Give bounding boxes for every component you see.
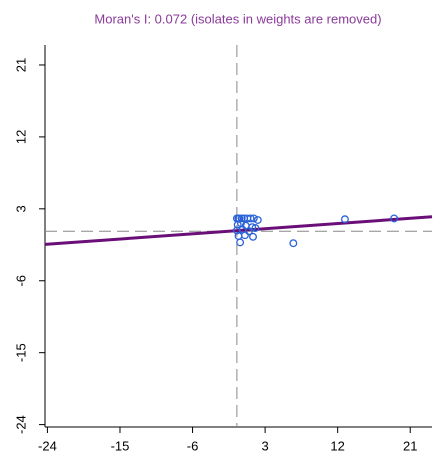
point bbox=[240, 231, 249, 240]
point bbox=[390, 214, 399, 223]
x-tick-label: 3 bbox=[261, 438, 268, 453]
x-tick-label: 12 bbox=[330, 438, 344, 453]
x-tick-label: -15 bbox=[111, 438, 130, 453]
y-tick-label: -6 bbox=[13, 275, 28, 287]
point bbox=[253, 216, 262, 224]
chart-title: Moran's I: 0.072 (isolates in weights ar… bbox=[94, 11, 381, 26]
point bbox=[340, 215, 349, 224]
point bbox=[249, 232, 257, 241]
point bbox=[289, 239, 298, 248]
point bbox=[236, 238, 245, 247]
point bbox=[249, 214, 258, 223]
point bbox=[245, 227, 253, 236]
y-tick-label: -15 bbox=[13, 343, 28, 362]
regression-line bbox=[44, 215, 433, 246]
y-tick-label: 3 bbox=[13, 205, 28, 212]
y-tick-label: -24 bbox=[13, 415, 28, 434]
y-tick-label: 21 bbox=[13, 58, 28, 72]
x-tick-label: 21 bbox=[403, 438, 417, 453]
point bbox=[237, 214, 246, 223]
point bbox=[246, 214, 255, 223]
x-tick-label: -6 bbox=[187, 438, 199, 453]
x-tick-label: -24 bbox=[38, 438, 57, 453]
y-tick-label: 12 bbox=[13, 130, 28, 144]
point bbox=[251, 224, 260, 232]
